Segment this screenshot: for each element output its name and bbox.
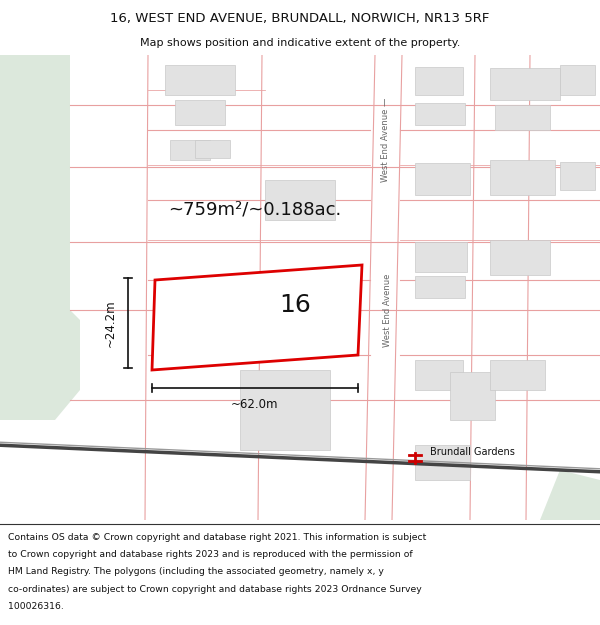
Polygon shape: [540, 470, 600, 520]
Text: West End Avenue: West End Avenue: [383, 273, 392, 347]
Bar: [560, 65, 595, 95]
Text: 16, WEST END AVENUE, BRUNDALL, NORWICH, NR13 5RF: 16, WEST END AVENUE, BRUNDALL, NORWICH, …: [110, 12, 490, 25]
Bar: [265, 180, 335, 220]
Bar: [490, 68, 560, 100]
Bar: [495, 105, 550, 130]
Bar: [415, 276, 465, 298]
Bar: [560, 162, 595, 190]
Bar: [170, 140, 210, 160]
Text: West End Avenue —: West End Avenue —: [380, 98, 389, 182]
Bar: [490, 240, 550, 275]
Text: Map shows position and indicative extent of the property.: Map shows position and indicative extent…: [140, 39, 460, 49]
Bar: [415, 67, 463, 95]
Polygon shape: [0, 55, 80, 420]
Bar: [450, 372, 495, 420]
Text: ~759m²/~0.188ac.: ~759m²/~0.188ac.: [169, 201, 341, 219]
Text: co-ordinates) are subject to Crown copyright and database rights 2023 Ordnance S: co-ordinates) are subject to Crown copyr…: [8, 584, 422, 594]
Bar: [175, 100, 225, 125]
Bar: [415, 103, 465, 125]
Text: ~62.0m: ~62.0m: [231, 399, 279, 411]
Polygon shape: [152, 265, 362, 370]
Bar: [490, 160, 555, 195]
Text: 16: 16: [279, 293, 311, 317]
Text: 100026316.: 100026316.: [8, 602, 64, 611]
Text: Contains OS data © Crown copyright and database right 2021. This information is : Contains OS data © Crown copyright and d…: [8, 532, 426, 542]
Bar: [240, 370, 330, 450]
Bar: [415, 360, 463, 390]
Bar: [195, 320, 235, 345]
Bar: [165, 65, 235, 95]
Text: to Crown copyright and database rights 2023 and is reproduced with the permissio: to Crown copyright and database rights 2…: [8, 550, 412, 559]
Bar: [195, 140, 230, 158]
Bar: [490, 360, 545, 390]
Text: Brundall Gardens: Brundall Gardens: [430, 447, 515, 457]
Bar: [415, 445, 470, 480]
Bar: [415, 163, 470, 195]
Text: ~24.2m: ~24.2m: [104, 299, 116, 347]
Bar: [415, 242, 467, 272]
Text: HM Land Registry. The polygons (including the associated geometry, namely x, y: HM Land Registry. The polygons (includin…: [8, 568, 383, 576]
